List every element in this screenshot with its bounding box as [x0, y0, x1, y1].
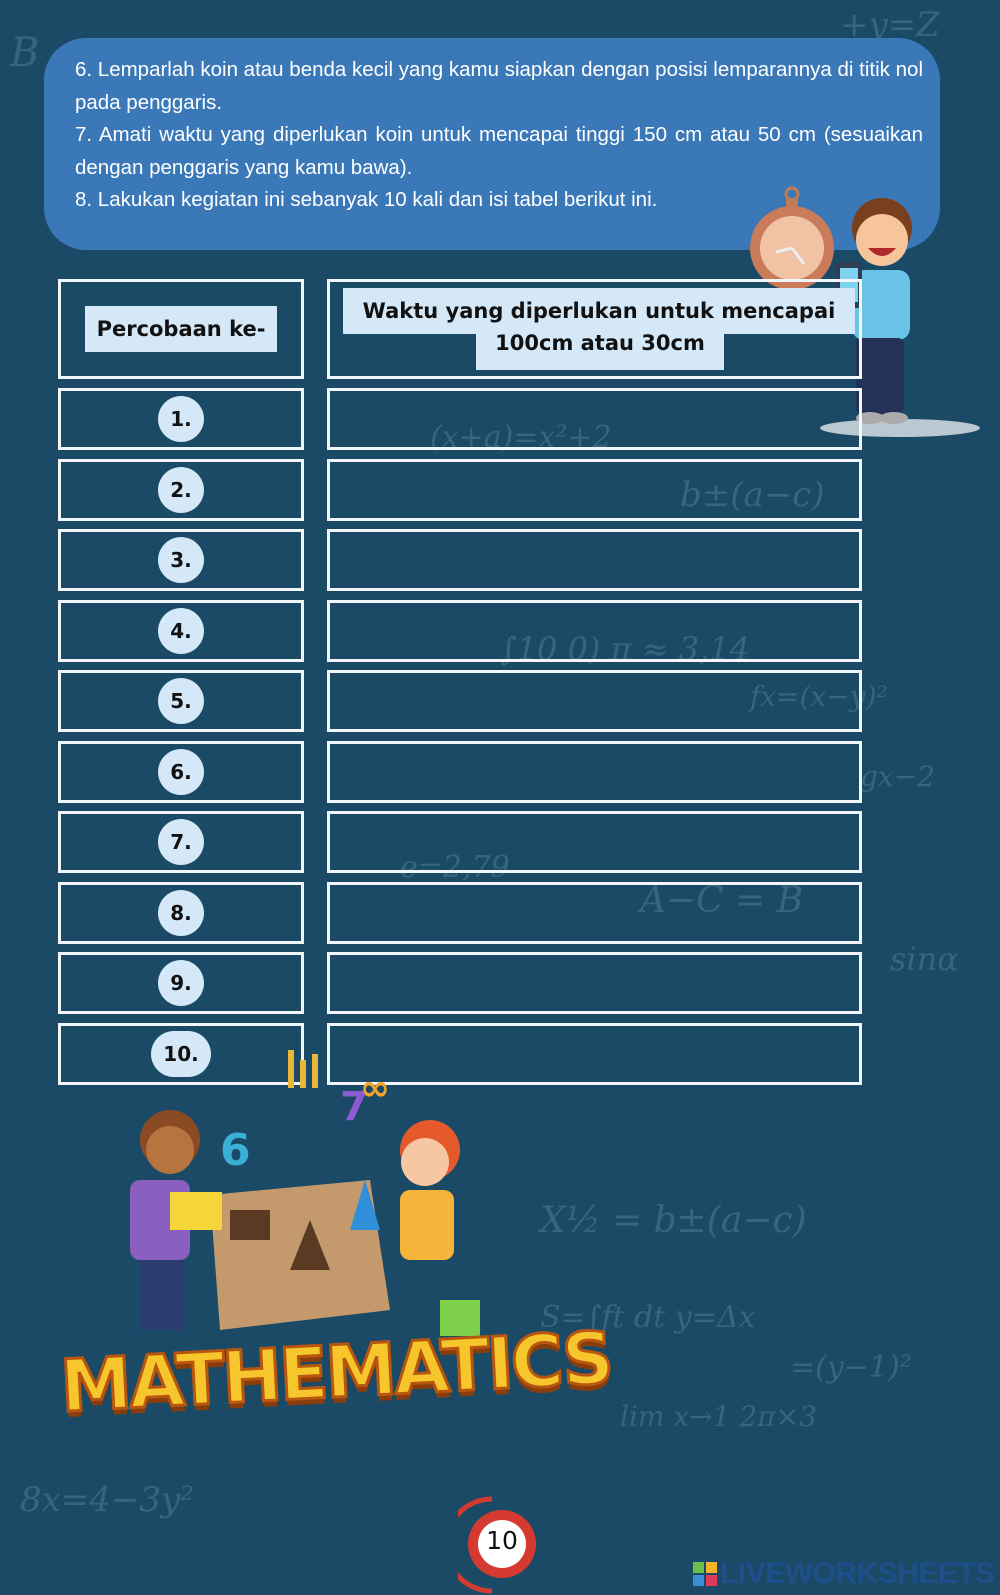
page-number: 10 — [486, 1526, 518, 1555]
trial-number-badge: 10. — [151, 1030, 211, 1077]
header-time-label-line2: 100cm atau 30cm — [476, 328, 724, 370]
math-scribble: B — [10, 30, 40, 76]
time-input-cell[interactable] — [327, 881, 862, 944]
svg-text:7: 7 — [340, 1084, 368, 1130]
trial-cell — [58, 811, 304, 873]
time-input-cell[interactable] — [327, 952, 862, 1014]
trial-cell — [58, 529, 304, 591]
math-scribble: 8x=4−3y² — [20, 1480, 194, 1520]
time-input-cell[interactable] — [327, 740, 862, 803]
stopwatch-icon — [750, 186, 834, 290]
trial-number-badge: 4. — [158, 607, 204, 654]
liveworksheets-icon — [693, 1562, 717, 1586]
trial-cell — [58, 388, 304, 450]
svg-text:∞: ∞ — [360, 1068, 390, 1109]
math-scribble: e=2,79 — [400, 850, 510, 885]
trial-cell — [58, 952, 304, 1014]
watermark-text: LIVEWORKSHEETS — [720, 1557, 995, 1590]
trial-number-badge: 2. — [158, 466, 204, 513]
time-input-cell[interactable] — [327, 670, 862, 732]
trial-cell — [58, 740, 304, 803]
time-input-cell[interactable] — [327, 529, 862, 591]
boy-illustration — [820, 198, 980, 437]
header-time-label-line1: Waktu yang diperlukan untuk mencapai — [343, 288, 855, 334]
math-scribble: gx−2 — [860, 760, 935, 793]
math-scribble: fx=(x−y)² — [750, 680, 888, 713]
math-scribble: ∫10 0) π ≈ 3,14 — [500, 630, 751, 668]
trial-number-badge: 7. — [158, 819, 204, 865]
trial-number-badge: 6. — [158, 748, 204, 795]
trial-cell — [58, 458, 304, 521]
math-kids-illustration: 6 7 ∞ — [130, 1050, 480, 1336]
time-input-cell[interactable] — [327, 599, 862, 662]
instruction-6: 6. Lemparlah koin atau benda kecil yang … — [75, 58, 923, 114]
math-scribble: S=∫ft dt y=Δx — [540, 1300, 756, 1335]
page-number-ring — [458, 1496, 536, 1594]
math-scribble: b±(a−c) — [680, 475, 825, 515]
svg-text:6: 6 — [220, 1125, 251, 1176]
trial-number-badge: 9. — [158, 960, 204, 1006]
trial-cell — [58, 670, 304, 732]
math-scribble: lim x→1 2π×3 — [620, 1400, 817, 1433]
math-scribble: A−C = B — [640, 880, 804, 921]
instruction-7: 7. Amati waktu yang diperlukan koin untu… — [75, 123, 923, 179]
time-input-cell[interactable] — [327, 1022, 862, 1085]
trial-cell — [58, 1022, 304, 1085]
header-cell-time — [327, 279, 862, 379]
liveworksheets-logo: LIVEWORKSHEETS — [693, 1557, 995, 1591]
math-scribble: X½ = b±(a−c) — [540, 1200, 807, 1241]
trial-number-badge: 8. — [158, 889, 204, 936]
time-input-cell[interactable] — [327, 388, 862, 450]
trial-number-badge: 3. — [158, 537, 204, 583]
header-trial-label: Percobaan ke- — [85, 306, 277, 352]
header-cell-trial — [58, 279, 304, 379]
trial-number-badge: 1. — [158, 396, 204, 442]
trial-cell — [58, 599, 304, 662]
trial-number-badge: 5. — [158, 678, 204, 724]
instruction-8: 8. Lakukan kegiatan ini sebanyak 10 kali… — [75, 188, 658, 211]
math-scribble: =(y−1)² — [790, 1350, 912, 1385]
trial-cell — [58, 881, 304, 944]
time-input-cell[interactable] — [327, 811, 862, 873]
time-input-cell[interactable] — [327, 458, 862, 521]
math-scribble: sinα — [890, 940, 959, 978]
